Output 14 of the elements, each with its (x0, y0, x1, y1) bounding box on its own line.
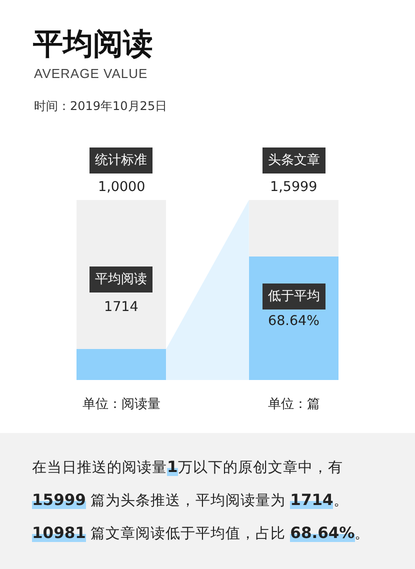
text: 1,0000 (98, 179, 146, 195)
annotation: 平均阅读 (95, 272, 147, 287)
annotation: 68.64% (268, 313, 320, 329)
text: 头条文章 (268, 153, 320, 168)
text: 1,5999 (270, 179, 318, 195)
annotation: 1714 (104, 299, 138, 315)
x-tick-label: 单位：阅读量 (82, 394, 160, 412)
annotation: 低于平均 (268, 289, 320, 304)
x-tick-label: 单位：篇 (268, 394, 320, 412)
chart-subtitle: AVERAGE VALUE (34, 66, 148, 81)
chart-title: 平均阅读 (33, 26, 153, 64)
text: 时间：2019年10月25日 (34, 98, 168, 115)
text: 在当日推送的阅读量1万以下的原创文章中，有 15999 篇为头条推送，平均阅读量为 1714。10981 篇文章阅读低于平均值，占比 68.64%。 (32, 458, 370, 542)
text: 统计标准 (95, 153, 147, 168)
